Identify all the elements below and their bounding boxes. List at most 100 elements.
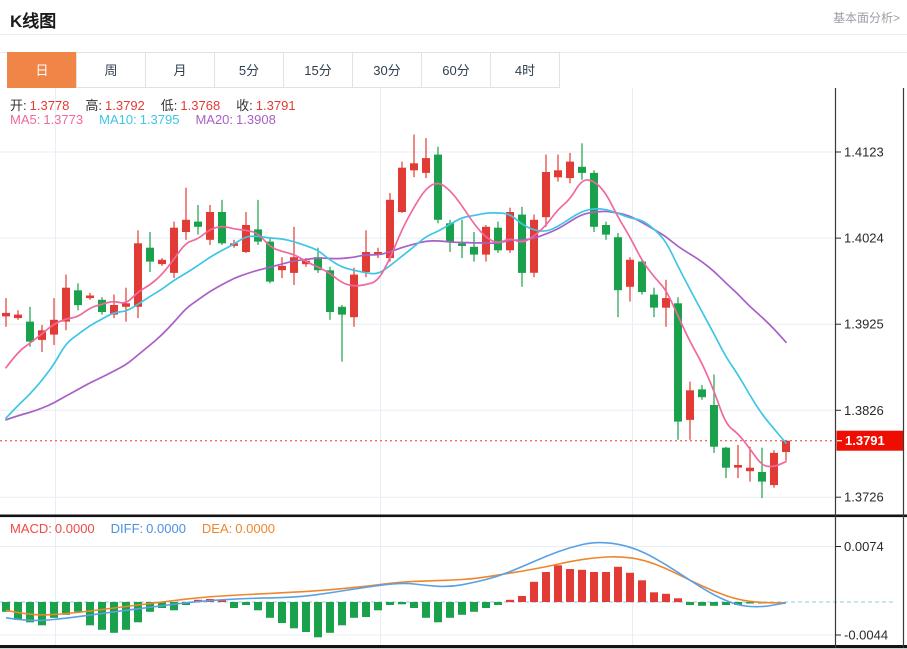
macd-bar (302, 602, 310, 632)
candle-body (146, 247, 154, 262)
legend-value: 1.3768 (180, 98, 221, 113)
candle-body (698, 389, 706, 398)
macd-bar (746, 602, 754, 604)
macd-bar (494, 602, 502, 605)
macd-bar (530, 581, 538, 603)
macd-bar (134, 602, 142, 623)
fundamental-analysis-link[interactable]: 基本面分析> (832, 11, 900, 25)
macd-legend: MACD: 0.0000 DIFF: 0.0000 DEA: 0.0000 (10, 521, 291, 536)
macd-bar (386, 602, 394, 605)
candle-body (662, 298, 670, 308)
candle-body (62, 287, 70, 322)
legend-item: MA10: 1.3795 (99, 112, 179, 127)
candle-body (74, 290, 82, 306)
macd-bar (542, 572, 550, 602)
macd-bar (110, 602, 118, 633)
macd-bar (734, 602, 742, 605)
macd-bar (506, 599, 514, 603)
candle-body (398, 167, 406, 212)
candle-body (494, 227, 502, 251)
dea-line (5, 555, 786, 616)
gridlines (0, 88, 835, 645)
candle-body (578, 166, 586, 173)
legend-value: 0.0000 (235, 521, 276, 536)
page-title: K线图 (10, 12, 57, 31)
candle-body (722, 447, 730, 468)
macd-bar (422, 602, 430, 618)
axis-tick-label: -0.0044 (844, 628, 888, 643)
macd-bar (398, 602, 406, 605)
macd-bar (314, 602, 322, 638)
legend-value: 0.0000 (146, 521, 186, 536)
macd-bar (266, 602, 274, 618)
legend-value: 1.3791 (255, 98, 296, 113)
candle-body (50, 319, 58, 335)
candle-body (470, 246, 478, 255)
candle-body (290, 257, 298, 273)
macd-bar (566, 569, 574, 602)
legend-label: 高: (85, 98, 103, 113)
macd-histogram (2, 565, 766, 638)
candle-body (110, 305, 118, 315)
tab-30分[interactable]: 30分 (352, 52, 422, 88)
macd-bar (290, 602, 298, 629)
axis-tick-label: 1.3726 (844, 490, 884, 505)
tab-5分[interactable]: 5分 (214, 52, 284, 88)
macd-bar (710, 602, 718, 606)
macd-bar (662, 593, 670, 603)
candle-body (506, 212, 514, 251)
candle-body (314, 257, 322, 271)
candle-body (554, 170, 562, 178)
candle-body (770, 452, 778, 486)
candle-body (746, 467, 754, 472)
tab-日[interactable]: 日 (7, 52, 77, 88)
axis-tick-label: 1.4024 (844, 231, 884, 246)
candle-body (638, 261, 646, 292)
legend-label: 收: (236, 98, 253, 113)
header-divider (0, 34, 907, 35)
interval-tabbar: 日周月 5分 15分 30分 60分 4时 (7, 52, 560, 88)
candle-body (206, 212, 214, 240)
ma-legend: MA5: 1.3773 MA10: 1.3795 MA20: 1.3908 (10, 112, 292, 127)
candle-body (122, 303, 130, 307)
tab-60分[interactable]: 60分 (421, 52, 491, 88)
candle-body (26, 321, 34, 342)
macd-bar (2, 602, 10, 612)
legend-label: 低: (160, 98, 178, 113)
candle-body (710, 405, 718, 447)
candle-body (158, 259, 166, 265)
tab-4时[interactable]: 4时 (490, 52, 560, 88)
macd-bar (446, 602, 454, 618)
candle-body (758, 472, 766, 482)
macd-bar (458, 602, 466, 615)
candle-body (38, 330, 46, 340)
axis-tick-label: 1.4123 (844, 145, 884, 160)
macd-bar (626, 572, 634, 603)
legend-item: 低: 1.3768 (161, 98, 220, 113)
candle-body (86, 295, 94, 299)
macd-bar (650, 592, 658, 603)
tab-月[interactable]: 月 (145, 52, 215, 88)
candle-body (218, 212, 226, 244)
macd-bar (374, 602, 382, 611)
last-price-label: 1.3791 (845, 433, 885, 448)
macd-bar (38, 602, 46, 626)
candle-body (458, 243, 466, 246)
candle-body (278, 265, 286, 271)
ma10-line (5, 207, 787, 444)
tab-15分[interactable]: 15分 (283, 52, 353, 88)
legend-label: MACD: (10, 521, 52, 536)
macd-bar (470, 602, 478, 612)
candle-body (482, 226, 490, 255)
tab-周[interactable]: 周 (76, 52, 146, 88)
candle-body (266, 241, 274, 282)
macd-bar (350, 602, 358, 618)
legend-item: MACD: 0.0000 (10, 521, 95, 536)
macd-bar (674, 598, 682, 603)
last-price-tag: 1.3791 (836, 430, 903, 451)
ma5-line (5, 179, 787, 468)
macd-bar (50, 602, 58, 618)
legend-value: 1.3778 (29, 98, 70, 113)
candle-body (2, 312, 10, 317)
